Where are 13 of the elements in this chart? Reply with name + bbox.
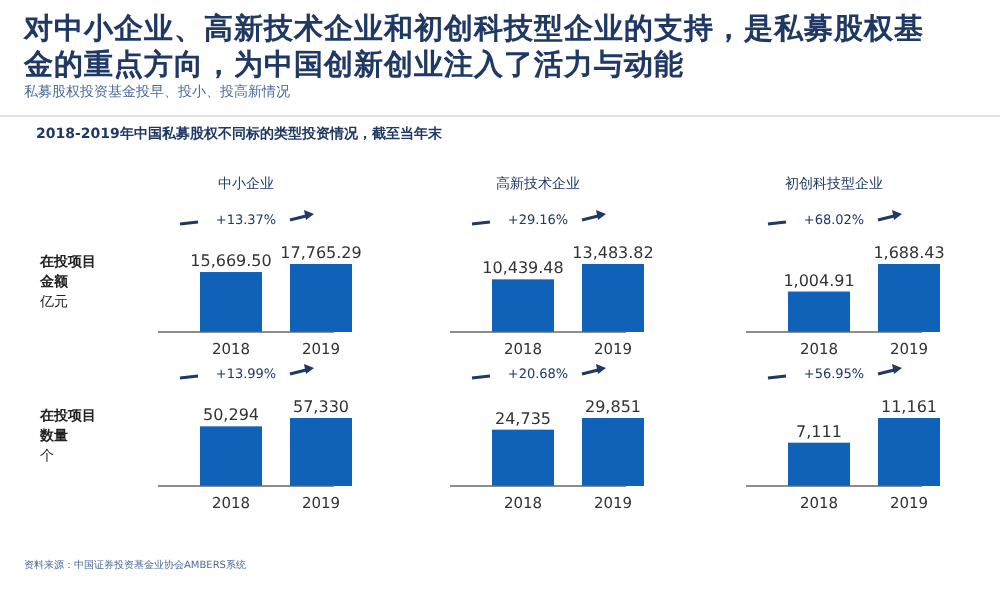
data-label: 15,669.50	[190, 252, 272, 271]
data-label: 50,294	[203, 406, 259, 425]
data-label: 17,765.29	[280, 244, 362, 262]
data-label: 11,161	[881, 398, 937, 416]
data-label: 29,851	[585, 398, 641, 416]
data-label: 1,688.43	[873, 244, 945, 262]
data-label: 1,004.91	[783, 271, 855, 290]
data-label: 13,483.82	[572, 244, 654, 262]
text: 对中小企业、高新技术企业和初创科技型企业的支持，是私募股权基金的重点方向，为中国创新创业注入了活力与动能	[22, 10, 924, 82]
data-label: 10,439.48	[482, 259, 564, 278]
data-label: 7,111	[796, 422, 842, 441]
data-label: 57,330	[293, 398, 349, 416]
data-label: 24,735	[495, 409, 551, 428]
